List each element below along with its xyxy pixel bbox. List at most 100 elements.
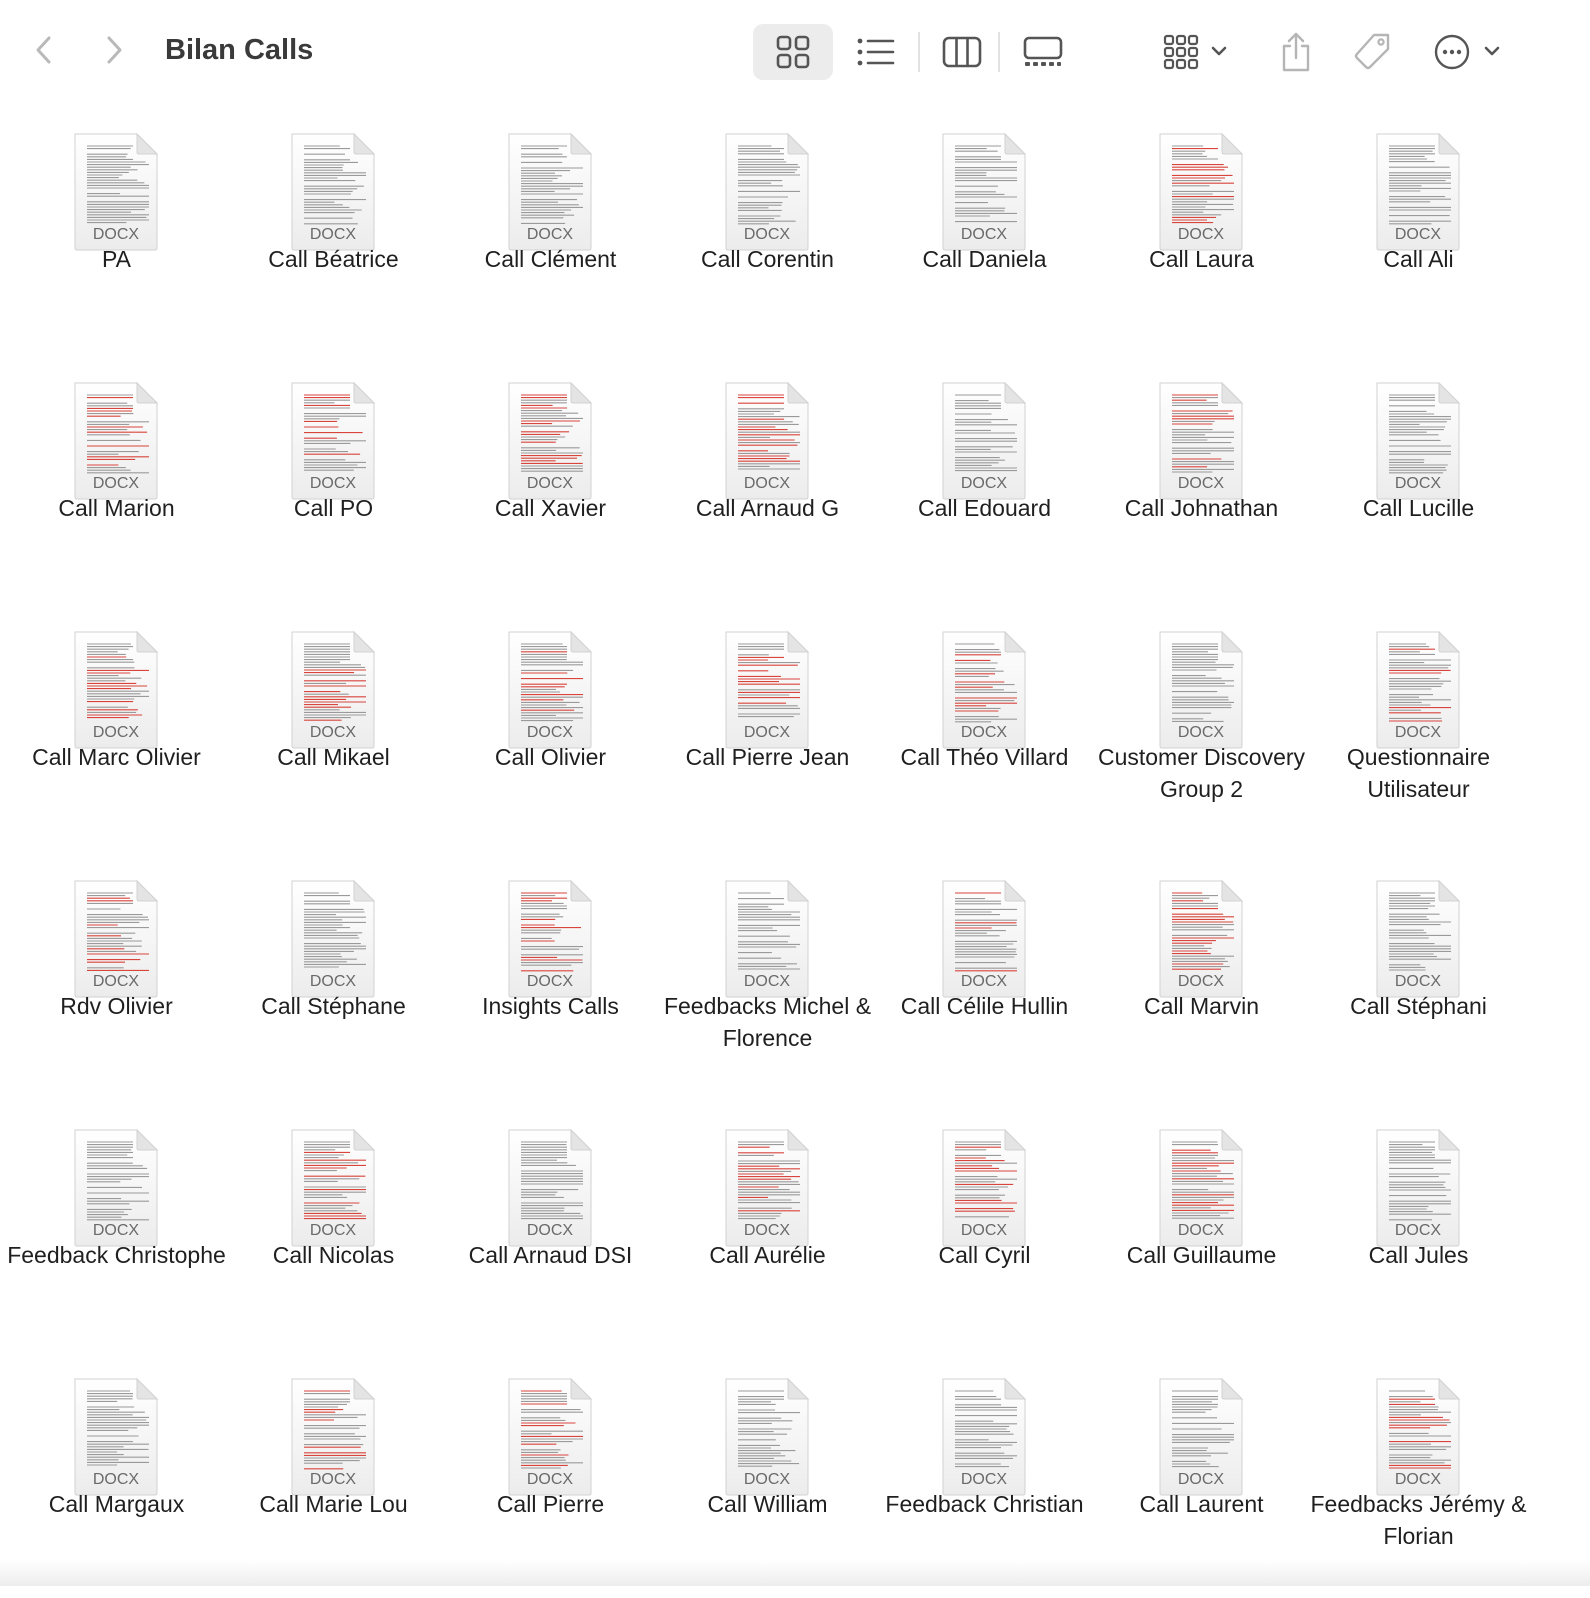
- file-type-badge: DOCX: [310, 226, 357, 243]
- list-view-button[interactable]: [838, 24, 914, 80]
- forward-button[interactable]: [96, 30, 132, 70]
- file-thumbnail: DOCX: [505, 1377, 595, 1497]
- file-type-badge: DOCX: [93, 1471, 140, 1488]
- file-type-badge: DOCX: [93, 1222, 140, 1239]
- file-type-badge: DOCX: [961, 226, 1008, 243]
- file-name: Call Ali: [1383, 246, 1454, 272]
- file-item[interactable]: DOCX Call Clément: [440, 104, 661, 353]
- file-item[interactable]: DOCX Feedbacks Michel & Florence: [657, 851, 878, 1100]
- file-item[interactable]: DOCX Call Béatrice: [223, 104, 444, 353]
- docx-file-icon: DOCX: [1376, 381, 1461, 500]
- docx-file-icon: DOCX: [1159, 1128, 1244, 1247]
- file-item[interactable]: DOCX Call Stéphane: [223, 851, 444, 1100]
- file-name: Call Mikael: [277, 744, 390, 770]
- file-type-badge: DOCX: [961, 724, 1008, 741]
- file-item[interactable]: DOCX Call Stéphani: [1308, 851, 1529, 1100]
- file-thumbnail: DOCX: [71, 381, 161, 501]
- file-item[interactable]: DOCX Feedback Christian: [874, 1349, 1095, 1598]
- file-item[interactable]: DOCX PA: [6, 104, 227, 353]
- file-item[interactable]: DOCX Call William: [657, 1349, 878, 1598]
- file-thumbnail: DOCX: [939, 879, 1029, 999]
- file-name: Feedbacks Jérémy & Florian: [1310, 1491, 1527, 1549]
- file-item[interactable]: DOCX Call Daniela: [874, 104, 1095, 353]
- file-type-badge: DOCX: [1178, 475, 1225, 492]
- file-item[interactable]: DOCX Insights Calls: [440, 851, 661, 1100]
- file-item[interactable]: DOCX Call Margaux: [6, 1349, 227, 1598]
- file-type-badge: DOCX: [961, 973, 1008, 990]
- file-type-badge: DOCX: [310, 724, 357, 741]
- file-item[interactable]: DOCX Call Aurélie: [657, 1100, 878, 1349]
- gallery-view-button[interactable]: [1010, 24, 1076, 80]
- file-item[interactable]: DOCX Call Edouard: [874, 353, 1095, 602]
- file-item[interactable]: DOCX Questionnaire Utilisateur: [1308, 602, 1529, 851]
- file-thumbnail: DOCX: [505, 879, 595, 999]
- file-item[interactable]: DOCX Call Laura: [1091, 104, 1312, 353]
- file-thumbnail: DOCX: [1156, 132, 1246, 252]
- docx-file-icon: DOCX: [291, 1128, 376, 1247]
- file-item[interactable]: DOCX Call Marion: [6, 353, 227, 602]
- file-item[interactable]: DOCX Call Théo Villard: [874, 602, 1095, 851]
- file-thumbnail: DOCX: [1156, 1377, 1246, 1497]
- file-thumbnail: DOCX: [1373, 630, 1463, 750]
- file-thumbnail: DOCX: [939, 630, 1029, 750]
- file-item[interactable]: DOCX Call Nicolas: [223, 1100, 444, 1349]
- file-name: Call Corentin: [701, 246, 834, 272]
- file-type-badge: DOCX: [93, 724, 140, 741]
- file-item[interactable]: DOCX Call Johnathan: [1091, 353, 1312, 602]
- file-name: Customer Discovery Group 2: [1097, 744, 1306, 802]
- docx-file-icon: DOCX: [942, 1128, 1027, 1247]
- file-item[interactable]: DOCX Rdv Olivier: [6, 851, 227, 1100]
- file-name: Call Cyril: [938, 1242, 1031, 1268]
- file-name: Call Arnaud G: [695, 495, 840, 521]
- docx-file-icon: DOCX: [1376, 630, 1461, 749]
- file-item[interactable]: DOCX Call Marc Olivier: [6, 602, 227, 851]
- file-item[interactable]: DOCX Call Célile Hullin: [874, 851, 1095, 1100]
- tag-button[interactable]: [1344, 24, 1400, 80]
- back-button[interactable]: [26, 30, 62, 70]
- group-by-button[interactable]: [1158, 24, 1238, 80]
- file-thumbnail: DOCX: [939, 1128, 1029, 1248]
- column-view-button[interactable]: [930, 24, 994, 80]
- file-name: Call Stéphane: [261, 993, 406, 1019]
- file-item[interactable]: DOCX Call Jules: [1308, 1100, 1529, 1349]
- icon-view-button[interactable]: [753, 24, 833, 80]
- tag-icon: [1354, 33, 1390, 70]
- file-item[interactable]: DOCX Call Olivier: [440, 602, 661, 851]
- file-item[interactable]: DOCX Call Cyril: [874, 1100, 1095, 1349]
- file-type-badge: DOCX: [310, 973, 357, 990]
- docx-file-icon: DOCX: [1159, 132, 1244, 251]
- file-item[interactable]: DOCX Call Pierre Jean: [657, 602, 878, 851]
- chevron-down-icon: [1484, 46, 1500, 56]
- file-name: Call Guillaume: [1126, 1242, 1277, 1268]
- file-thumbnail: DOCX: [722, 1377, 812, 1497]
- file-item[interactable]: DOCX Feedbacks Jérémy & Florian: [1308, 1349, 1529, 1598]
- file-name: Call Pierre: [496, 1491, 605, 1517]
- gallery-icon: [1023, 36, 1063, 66]
- file-type-badge: DOCX: [1395, 1222, 1442, 1239]
- file-item[interactable]: DOCX Call Xavier: [440, 353, 661, 602]
- share-button[interactable]: [1268, 24, 1324, 80]
- file-item[interactable]: DOCX Call Lucille: [1308, 353, 1529, 602]
- file-type-badge: DOCX: [1395, 475, 1442, 492]
- file-type-badge: DOCX: [310, 475, 357, 492]
- file-thumbnail: DOCX: [1156, 381, 1246, 501]
- file-item[interactable]: DOCX Call Arnaud DSI: [440, 1100, 661, 1349]
- file-item[interactable]: DOCX Call Ali: [1308, 104, 1529, 353]
- more-actions-button[interactable]: [1430, 24, 1510, 80]
- group-by-icon: [1163, 34, 1227, 70]
- file-item[interactable]: DOCX Call PO: [223, 353, 444, 602]
- file-item[interactable]: DOCX Call Guillaume: [1091, 1100, 1312, 1349]
- file-item[interactable]: DOCX Feedback Christophe: [6, 1100, 227, 1349]
- file-item[interactable]: DOCX Call Marie Lou: [223, 1349, 444, 1598]
- file-thumbnail: DOCX: [722, 1128, 812, 1248]
- file-item[interactable]: DOCX Call Arnaud G: [657, 353, 878, 602]
- file-item[interactable]: DOCX Customer Discovery Group 2: [1091, 602, 1312, 851]
- file-item[interactable]: DOCX Call Corentin: [657, 104, 878, 353]
- docx-file-icon: DOCX: [508, 630, 593, 749]
- file-name: Call Xavier: [494, 495, 607, 521]
- file-item[interactable]: DOCX Call Pierre: [440, 1349, 661, 1598]
- file-item[interactable]: DOCX Call Marvin: [1091, 851, 1312, 1100]
- file-item[interactable]: DOCX Call Mikael: [223, 602, 444, 851]
- file-item[interactable]: DOCX Call Laurent: [1091, 1349, 1312, 1598]
- docx-file-icon: DOCX: [1159, 381, 1244, 500]
